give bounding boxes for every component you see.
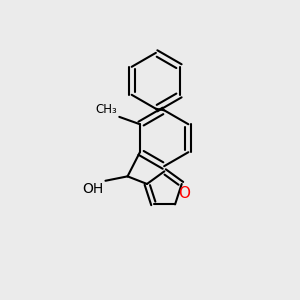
Text: CH₃: CH₃ — [95, 103, 117, 116]
Text: O: O — [178, 186, 190, 201]
Text: OH: OH — [83, 182, 104, 196]
